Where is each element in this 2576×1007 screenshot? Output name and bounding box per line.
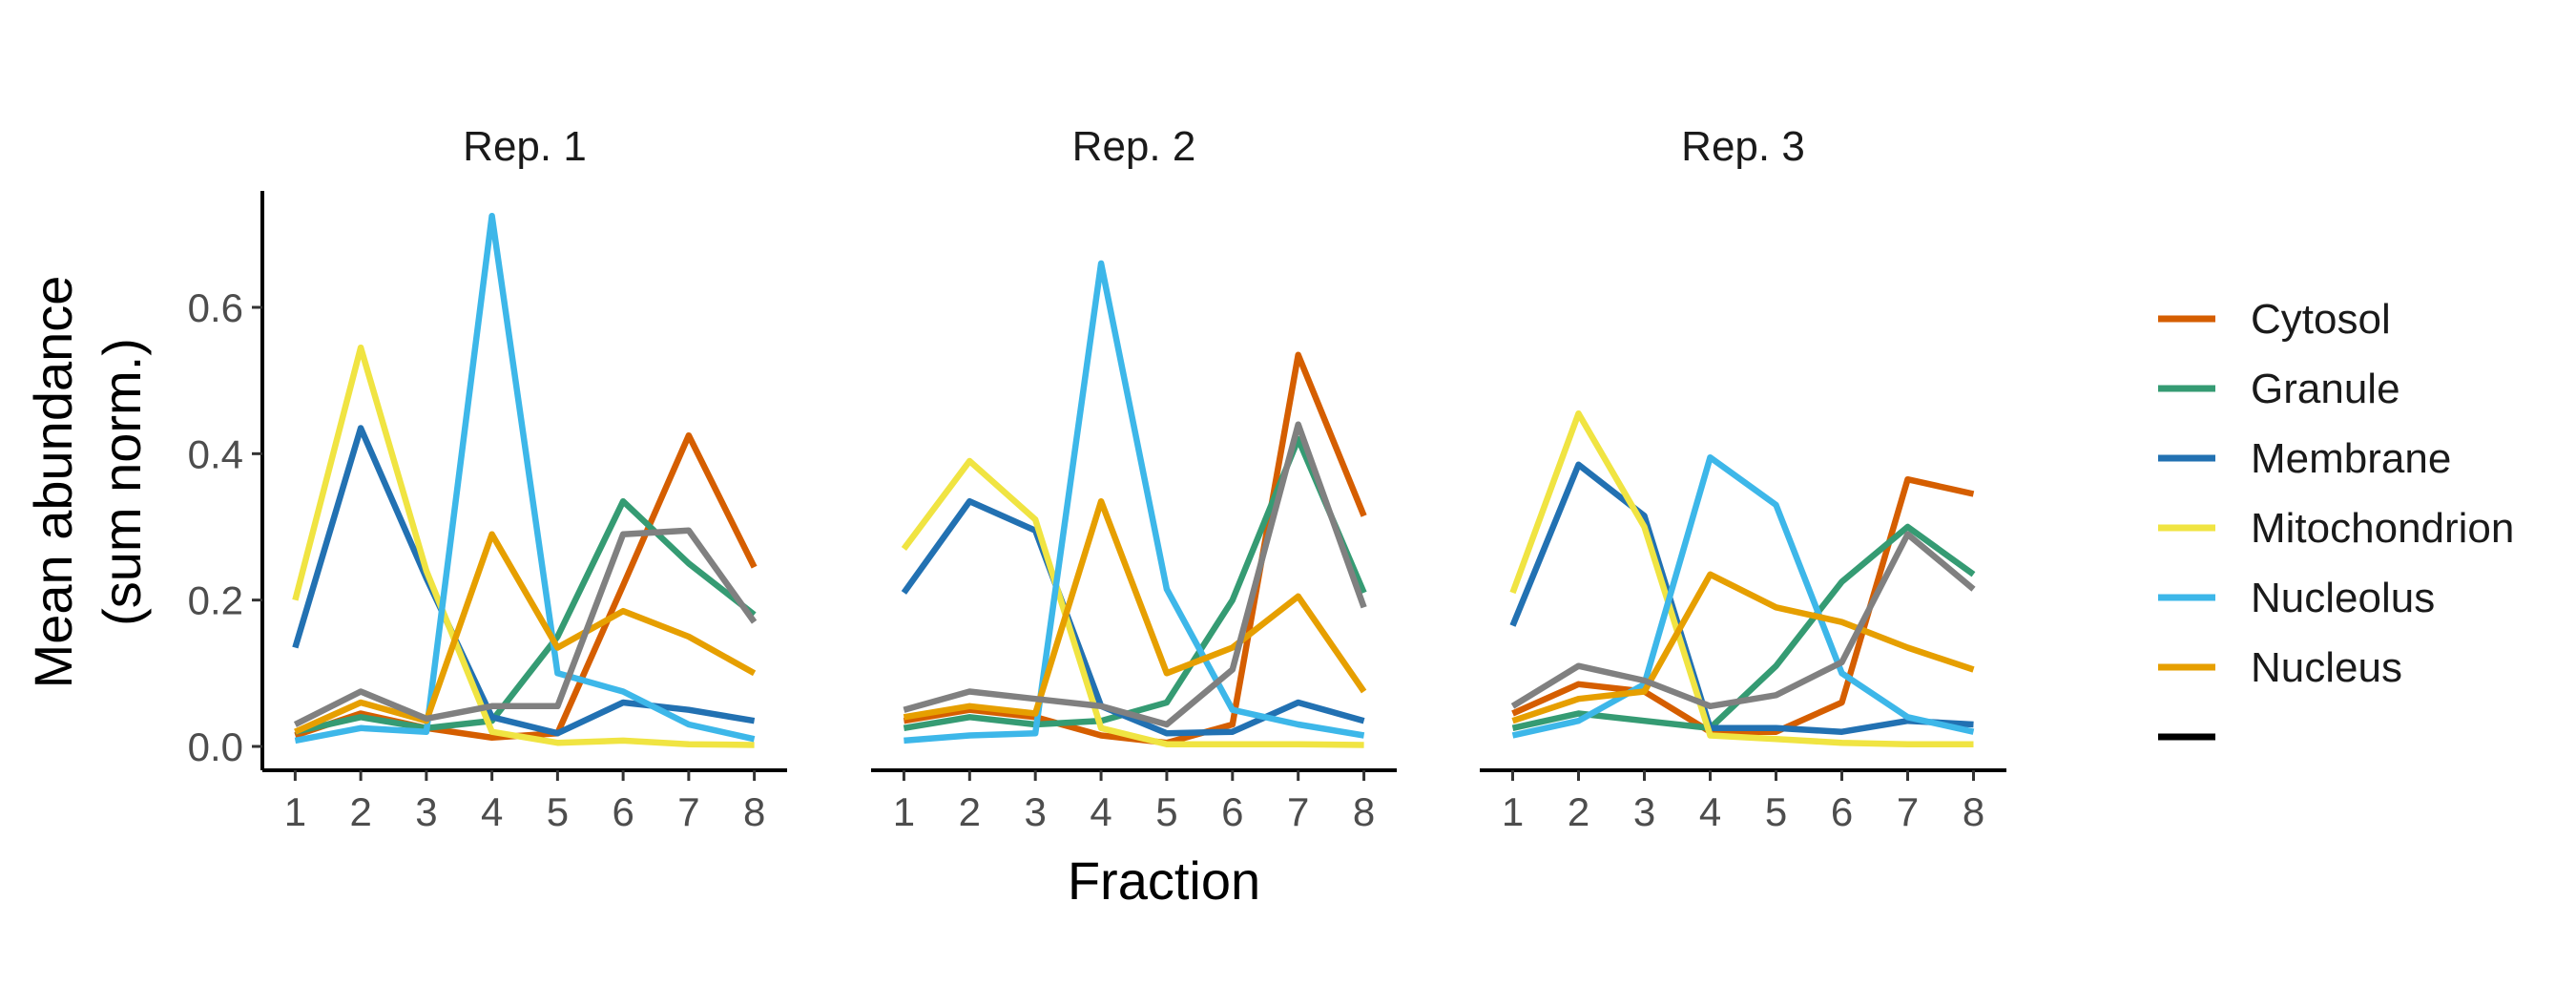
x-tick-label: 5 [1155,789,1177,834]
series-line-nucleolus [904,260,1365,745]
series-line-unlabeled [903,421,1367,728]
legend-item-granule: Granule [2158,366,2400,412]
facet-panel-2: Rep. 2 1 2 3 4 5 6 7 8 [871,123,1397,834]
facet-title: Rep. 1 [463,123,587,170]
series-line-mitochondrion [901,457,1364,748]
x-tick-label: 1 [1502,789,1524,834]
x-tick-label: 6 [612,789,634,834]
y-tick-label: 0.0 [188,724,243,769]
series-line-granule [294,497,757,735]
x-tick-label: 4 [481,789,503,834]
x-tick-label: 8 [1353,789,1375,834]
legend-label: Membrane [2251,435,2451,482]
y-axis-title-line-2: (sum norm.) [92,338,152,626]
legend-item-membrane: Membrane [2158,435,2451,482]
legend-label: Granule [2251,366,2400,412]
facet-panel-3: Rep. 3 1 2 3 4 5 6 7 8 [1480,123,2006,834]
x-tick-label: 4 [1699,789,1721,834]
x-tick-label: 6 [1831,789,1853,834]
legend-item-nucleus: Nucleus [2158,644,2402,691]
x-tick-label: 2 [959,789,981,834]
series-line-nucleolus [294,212,756,745]
x-tick-label: 8 [743,789,765,834]
x-tick-label: 8 [1963,789,1984,834]
legend-label: Nucleolus [2251,575,2435,621]
x-tick-label: 2 [349,789,371,834]
series-line-mitochondrion [292,344,755,748]
x-tick-label: 6 [1221,789,1243,834]
series-line-nucleus [903,497,1367,721]
facet-panel-1: Rep. 1 0.0 0.2 0.4 0.6 1 2 3 4 5 6 7 8 [188,123,787,834]
series-line-membrane [901,497,1365,737]
series-line-nucleolus [1511,453,1975,739]
series-line-membrane [292,425,756,737]
legend-item-mitochondrion: Mitochondrion [2158,505,2514,552]
y-tick-label: 0.4 [188,431,243,476]
facet-title: Rep. 3 [1681,123,1805,170]
legend-label: Mitochondrion [2251,505,2514,552]
x-tick-label: 2 [1568,789,1589,834]
x-tick-label: 5 [1765,789,1787,834]
series-line-nucleus [294,531,757,735]
y-tick-label: 0.2 [188,578,243,623]
series-line-membrane [1509,461,1974,735]
facet-title: Rep. 2 [1072,123,1196,170]
x-axis-title: Fraction [1068,850,1260,911]
x-tick-label: 3 [1025,789,1047,834]
x-tick-label: 1 [893,789,915,834]
x-tick-label: 7 [1287,789,1309,834]
x-tick-label: 3 [415,789,437,834]
legend-label: Cytosol [2251,296,2391,343]
x-tick-label: 5 [547,789,569,834]
series-line-cytosol [1511,475,1975,735]
x-tick-label: 7 [677,789,699,834]
x-tick-label: 3 [1633,789,1655,834]
series-line-nucleus [1511,571,1975,724]
x-tick-label: 1 [284,789,306,834]
legend-label: Nucleus [2251,644,2402,691]
legend-item-nucleolus: Nucleolus [2158,575,2435,621]
y-tick-label: 0.6 [188,285,243,330]
series-line-unlabeled [1510,531,1976,710]
series-line-unlabeled [293,527,758,727]
y-axis-title-line-1: Mean abundance [23,276,83,689]
series-line-mitochondrion [1509,409,1974,747]
x-tick-label: 7 [1897,789,1919,834]
legend: Cytosol Granule Membrane Mitochondrion Nucle… [2158,296,2514,741]
x-tick-label: 4 [1090,789,1111,834]
legend-item-cytosol: Cytosol [2158,296,2391,343]
